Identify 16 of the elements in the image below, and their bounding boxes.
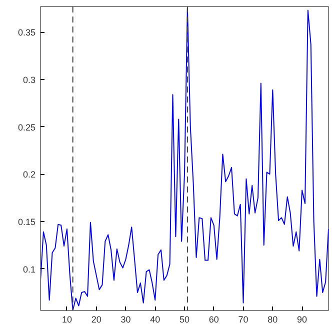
- x-tick-label: 90: [297, 314, 308, 324]
- x-tick-label: 60: [208, 314, 219, 324]
- x-tick-label: 50: [179, 314, 190, 324]
- y-tick-label: 0.3: [22, 74, 36, 85]
- line-series: [40, 8, 328, 310]
- x-tick-label: 80: [268, 314, 278, 324]
- y-tick-label: 0.1: [22, 264, 36, 274]
- x-tick-label: 20: [91, 314, 102, 324]
- x-tick-label: 40: [150, 314, 160, 324]
- y-tick-label: 0.2: [22, 170, 36, 180]
- x-tick-label: 10: [62, 314, 72, 324]
- y-tick-label: 0.35: [18, 28, 36, 38]
- y-tick-label: 0.25: [18, 122, 36, 132]
- x-tick-label: 30: [120, 314, 131, 324]
- x-tick-label: 70: [238, 314, 248, 324]
- y-tick-label: 0.15: [18, 216, 36, 227]
